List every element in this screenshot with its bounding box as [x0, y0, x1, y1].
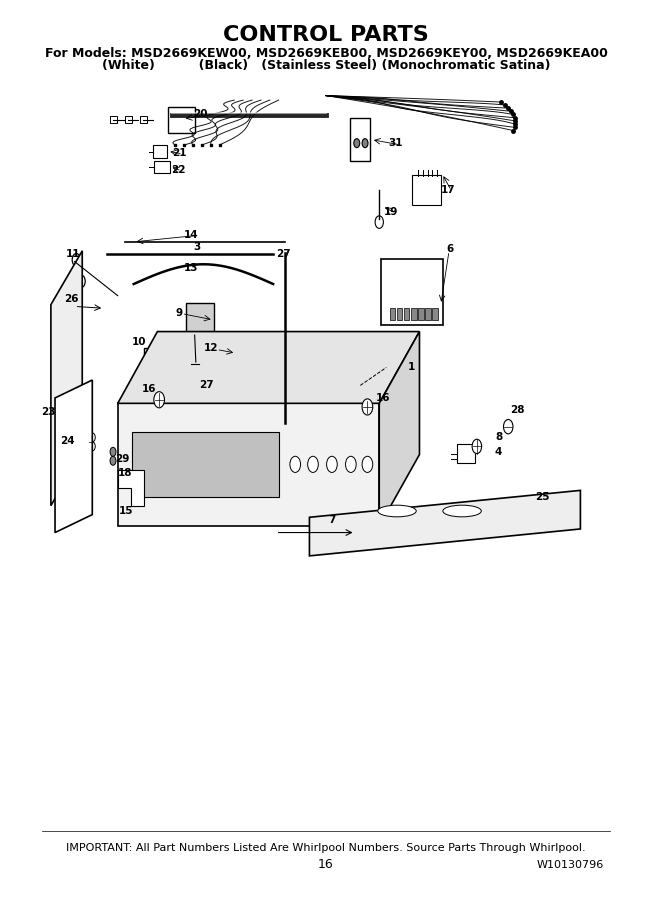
Text: 28: 28: [511, 405, 525, 415]
Text: 26: 26: [65, 294, 79, 304]
Polygon shape: [144, 347, 177, 380]
Polygon shape: [310, 491, 580, 556]
FancyBboxPatch shape: [154, 161, 170, 173]
Text: 16: 16: [318, 858, 334, 871]
Polygon shape: [379, 331, 419, 526]
Circle shape: [89, 433, 95, 442]
Polygon shape: [118, 470, 144, 506]
Text: 31: 31: [389, 139, 403, 148]
Circle shape: [346, 456, 356, 472]
Text: 4: 4: [495, 446, 502, 457]
Text: 16: 16: [376, 393, 390, 403]
Circle shape: [308, 456, 318, 472]
Text: CONTROL PARTS: CONTROL PARTS: [223, 25, 429, 46]
Polygon shape: [55, 380, 93, 533]
FancyBboxPatch shape: [412, 175, 441, 205]
Bar: [425, 308, 431, 320]
Bar: [419, 308, 424, 320]
Text: 10: 10: [132, 338, 147, 347]
Text: 18: 18: [117, 468, 132, 478]
Text: 21: 21: [173, 148, 187, 158]
Bar: [349, 118, 370, 161]
Circle shape: [362, 456, 373, 472]
FancyBboxPatch shape: [153, 145, 167, 158]
Circle shape: [89, 442, 95, 451]
Text: 1: 1: [408, 363, 415, 373]
Bar: [404, 308, 409, 320]
Bar: [432, 308, 438, 320]
Text: 12: 12: [204, 343, 218, 353]
Circle shape: [362, 399, 373, 415]
Circle shape: [362, 139, 368, 148]
Circle shape: [290, 456, 301, 472]
Polygon shape: [118, 403, 379, 526]
Bar: [390, 308, 395, 320]
Circle shape: [110, 456, 116, 465]
Text: (White)          (Black)   (Stainless Steel) (Monochromatic Satina): (White) (Black) (Stainless Steel) (Monoc…: [102, 59, 550, 73]
Text: 17: 17: [440, 184, 455, 194]
Text: For Models: MSD2669KEW00, MSD2669KEB00, MSD2669KEY00, MSD2669KEA00: For Models: MSD2669KEW00, MSD2669KEB00, …: [44, 47, 608, 60]
Text: 25: 25: [535, 491, 550, 501]
Text: 6: 6: [447, 244, 454, 254]
Bar: [140, 116, 147, 123]
Circle shape: [354, 139, 360, 148]
Circle shape: [154, 392, 164, 408]
Bar: [411, 308, 417, 320]
Text: 14: 14: [184, 230, 199, 239]
Text: 20: 20: [193, 110, 208, 120]
Text: 24: 24: [60, 436, 74, 446]
Circle shape: [327, 456, 337, 472]
Text: 9: 9: [175, 308, 183, 318]
Circle shape: [375, 216, 383, 229]
Text: W10130796: W10130796: [537, 860, 604, 869]
Text: IMPORTANT: All Part Numbers Listed Are Whirlpool Numbers. Source Parts Through W: IMPORTANT: All Part Numbers Listed Are W…: [67, 843, 585, 853]
Text: 19: 19: [384, 207, 398, 217]
Polygon shape: [51, 251, 82, 506]
Bar: [397, 308, 402, 320]
Circle shape: [472, 439, 482, 454]
Text: 13: 13: [184, 263, 198, 273]
FancyBboxPatch shape: [186, 303, 214, 337]
Bar: [132, 432, 278, 497]
Text: 29: 29: [115, 454, 130, 464]
Text: 22: 22: [171, 165, 185, 176]
Text: 27: 27: [199, 381, 214, 391]
Text: 23: 23: [41, 408, 55, 418]
FancyBboxPatch shape: [168, 107, 195, 133]
Ellipse shape: [378, 505, 416, 517]
FancyBboxPatch shape: [223, 339, 248, 365]
Text: 15: 15: [119, 506, 133, 516]
Text: 27: 27: [276, 249, 290, 259]
Text: 16: 16: [141, 384, 156, 394]
Text: 7: 7: [328, 515, 336, 525]
Circle shape: [110, 447, 116, 456]
Text: 8: 8: [495, 432, 502, 443]
FancyBboxPatch shape: [457, 444, 475, 464]
Polygon shape: [118, 331, 419, 403]
Bar: [110, 116, 117, 123]
Ellipse shape: [443, 505, 481, 517]
Circle shape: [503, 419, 513, 434]
Bar: [125, 116, 132, 123]
Circle shape: [77, 275, 85, 288]
Text: 11: 11: [66, 249, 80, 259]
Text: 3: 3: [194, 242, 201, 252]
FancyBboxPatch shape: [381, 259, 443, 325]
Circle shape: [72, 254, 80, 266]
